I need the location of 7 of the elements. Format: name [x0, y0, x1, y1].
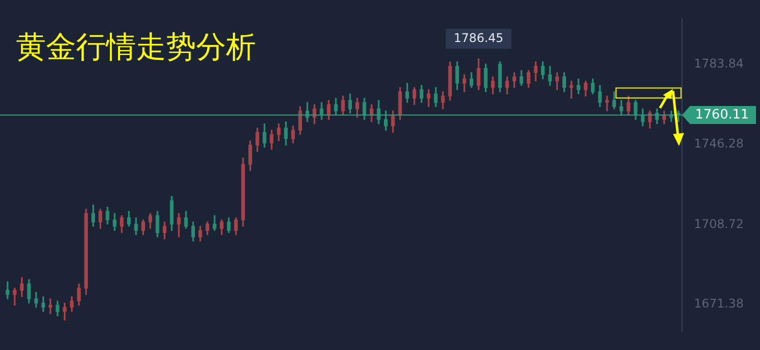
ref-line-label: 1760.11 [695, 107, 749, 122]
y-tick-label: 1708.72 [694, 216, 744, 231]
chart-title: 黄金行情走势分析 [16, 30, 256, 66]
annotation: 1786.45 [454, 30, 504, 45]
y-tick-label: 1746.28 [694, 136, 744, 151]
y-tick-label: 1671.38 [694, 296, 744, 311]
y-tick-label: 1783.84 [694, 56, 744, 70]
